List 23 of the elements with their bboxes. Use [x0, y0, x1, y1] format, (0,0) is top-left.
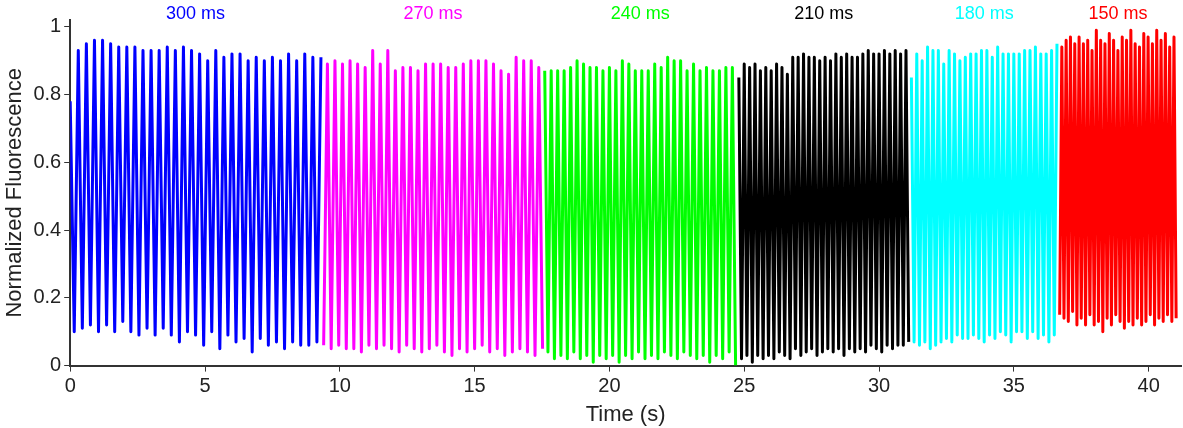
series-label: 240 ms — [610, 2, 670, 23]
x-tick-label: 15 — [463, 374, 486, 397]
series-label: 270 ms — [403, 2, 463, 23]
y-tick-label: 0.4 — [33, 217, 62, 240]
x-tick-label: 5 — [199, 374, 211, 397]
y-axis-title: Normalized Fluorescence — [1, 68, 27, 318]
y-tick-label: 0.8 — [33, 82, 62, 105]
series-label: 300 ms — [166, 2, 226, 23]
x-tick-label: 20 — [598, 374, 621, 397]
series-label: 210 ms — [794, 2, 854, 23]
y-tick-label: 0.6 — [33, 149, 62, 172]
series-label: 180 ms — [954, 2, 1014, 23]
x-axis-title: Time (s) — [585, 400, 666, 426]
y-tick-label: 0.2 — [33, 285, 62, 308]
series-label: 150 ms — [1088, 2, 1148, 23]
x-tick-label: 25 — [733, 374, 756, 397]
x-tick-label: 10 — [328, 374, 351, 397]
y-tick-label: 1 — [50, 14, 62, 37]
x-tick-label: 40 — [1137, 374, 1160, 397]
y-tick-label: 0 — [50, 353, 62, 376]
x-tick-label: 30 — [867, 374, 891, 397]
x-tick-label: 0 — [64, 374, 76, 397]
x-tick-label: 35 — [1002, 374, 1025, 397]
